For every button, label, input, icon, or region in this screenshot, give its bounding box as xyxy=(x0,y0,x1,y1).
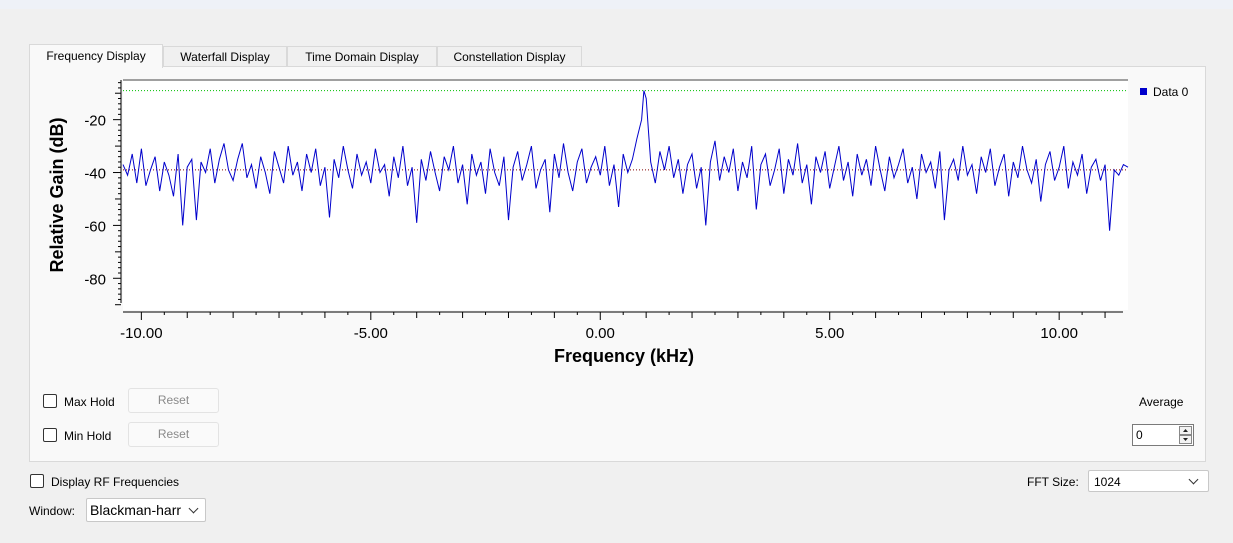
fft-size-dropdown[interactable]: 1024 xyxy=(1088,470,1209,492)
data-0-trace xyxy=(122,90,1129,231)
min-hold-checkbox[interactable] xyxy=(43,428,57,442)
y-tick-label: -20 xyxy=(84,113,106,130)
frequency-plot[interactable]: -20 -40 -60 -80 -10.00 -5.00 0.00 5.00 10.00 Re… xyxy=(30,67,1205,377)
plot-canvas xyxy=(123,80,1128,310)
y-axis-ticks: -20 -40 -60 -80 xyxy=(84,82,121,306)
average-decrement-button[interactable] xyxy=(1179,435,1192,444)
x-axis-label: Frequency (kHz) xyxy=(554,346,694,366)
y-axis-label: Relative Gain (dB) xyxy=(47,117,67,272)
min-hold-reset-button[interactable]: Reset xyxy=(128,422,219,447)
legend-swatch xyxy=(1140,88,1147,95)
average-spinbox[interactable]: 0 xyxy=(1132,424,1194,446)
x-tick-label: 5.00 xyxy=(815,325,844,342)
x-tick-label: 0.00 xyxy=(586,325,615,342)
y-tick-label: -40 xyxy=(84,166,106,183)
tab-waterfall-display[interactable]: Waterfall Display xyxy=(163,46,287,67)
chevron-down-icon xyxy=(1188,474,1199,485)
y-tick-label: -60 xyxy=(84,218,106,235)
x-axis-ticks: -10.00 -5.00 0.00 5.00 10.00 xyxy=(120,312,1106,342)
max-hold-reset-button[interactable]: Reset xyxy=(128,388,219,413)
average-label: Average xyxy=(1139,395,1184,409)
arrow-up-icon xyxy=(1183,429,1188,432)
max-hold-label: Max Hold xyxy=(64,395,115,409)
window-value: Blackman-harr xyxy=(90,502,182,518)
tab-constellation-display[interactable]: Constellation Display xyxy=(437,46,582,67)
x-tick-label: -5.00 xyxy=(354,325,388,342)
display-rf-frequencies-label: Display RF Frequencies xyxy=(51,475,180,489)
frequency-display-panel: -20 -40 -60 -80 -10.00 -5.00 0.00 5.00 10.00 Re… xyxy=(29,66,1206,462)
fft-size-label: FFT Size: xyxy=(1027,475,1079,489)
tab-frequency-display[interactable]: Frequency Display xyxy=(29,44,163,68)
window-dropdown[interactable]: Blackman-harr xyxy=(86,498,206,522)
y-tick-label: -80 xyxy=(84,271,106,288)
window-label: Window: xyxy=(29,504,76,518)
chevron-down-icon xyxy=(188,503,199,514)
average-value: 0 xyxy=(1136,428,1143,442)
x-tick-label: 10.00 xyxy=(1040,325,1078,342)
arrow-down-icon xyxy=(1183,438,1188,441)
window-top-strip xyxy=(0,0,1233,9)
reference-lines xyxy=(123,90,1128,171)
x-tick-label: -10.00 xyxy=(120,325,163,342)
fft-size-value: 1024 xyxy=(1094,475,1121,489)
min-hold-label: Min Hold xyxy=(64,429,112,443)
max-hold-checkbox[interactable] xyxy=(43,394,57,408)
legend-label: Data 0 xyxy=(1153,85,1189,99)
display-rf-frequencies-checkbox[interactable] xyxy=(30,474,44,488)
tab-time-domain-display[interactable]: Time Domain Display xyxy=(287,46,437,67)
average-increment-button[interactable] xyxy=(1179,426,1192,435)
